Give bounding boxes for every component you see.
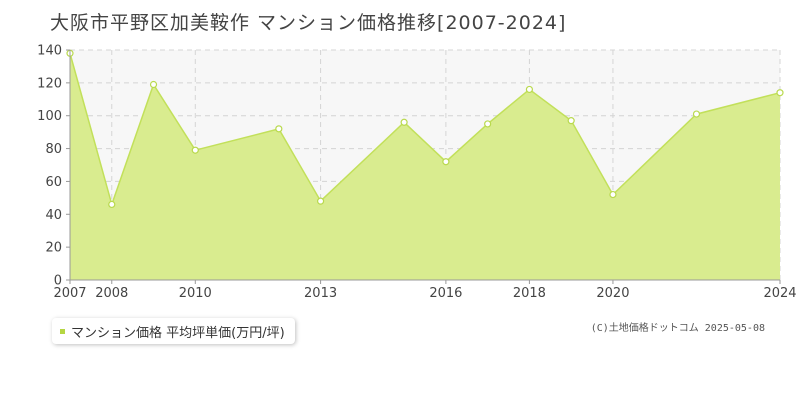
y-tick-label: 40 [45, 208, 62, 223]
y-tick-label: 80 [45, 142, 62, 157]
x-tick-label: 2016 [429, 286, 462, 301]
data-point [108, 200, 116, 209]
x-tick-label: 2010 [179, 286, 212, 301]
data-point [400, 118, 408, 126]
series-line [69, 53, 781, 207]
x-tick-label: 2013 [304, 286, 337, 301]
chart-title: 大阪市平野区加美鞍作 マンション価格推移[2007-2024] [50, 12, 567, 34]
y-tick-label: 100 [37, 109, 62, 124]
data-point [316, 197, 325, 205]
data-point [191, 146, 199, 154]
credit-text: (C)土地価格ドットコム 2025-05-08 [590, 323, 765, 334]
data-point [692, 110, 701, 118]
data-point [776, 89, 784, 97]
x-tick-label: 2008 [95, 286, 128, 301]
x-tick-label: 2020 [596, 286, 629, 301]
data-point [149, 80, 158, 89]
data-point [442, 158, 450, 166]
data-point [275, 125, 283, 133]
data-point [484, 120, 492, 128]
x-tick-label: 2024 [763, 286, 796, 301]
data-point [567, 117, 575, 125]
series-area [70, 53, 780, 280]
x-tick-label: 2018 [513, 286, 546, 301]
chart-legend: マンション価格 平均坪単価(万円/坪) [52, 318, 295, 344]
y-tick-label: 0 [54, 274, 62, 289]
x-tick-label: 2007 [53, 286, 86, 301]
legend-square-icon [60, 328, 65, 334]
y-tick-label: 20 [45, 241, 62, 256]
data-point [525, 85, 534, 94]
y-tick-label: 60 [45, 175, 62, 190]
legend-label: マンション価格 平均坪単価(万円/坪) [71, 325, 285, 341]
data-point [609, 190, 617, 199]
y-tick-label: 140 [37, 44, 62, 59]
y-tick-label: 120 [37, 76, 62, 91]
